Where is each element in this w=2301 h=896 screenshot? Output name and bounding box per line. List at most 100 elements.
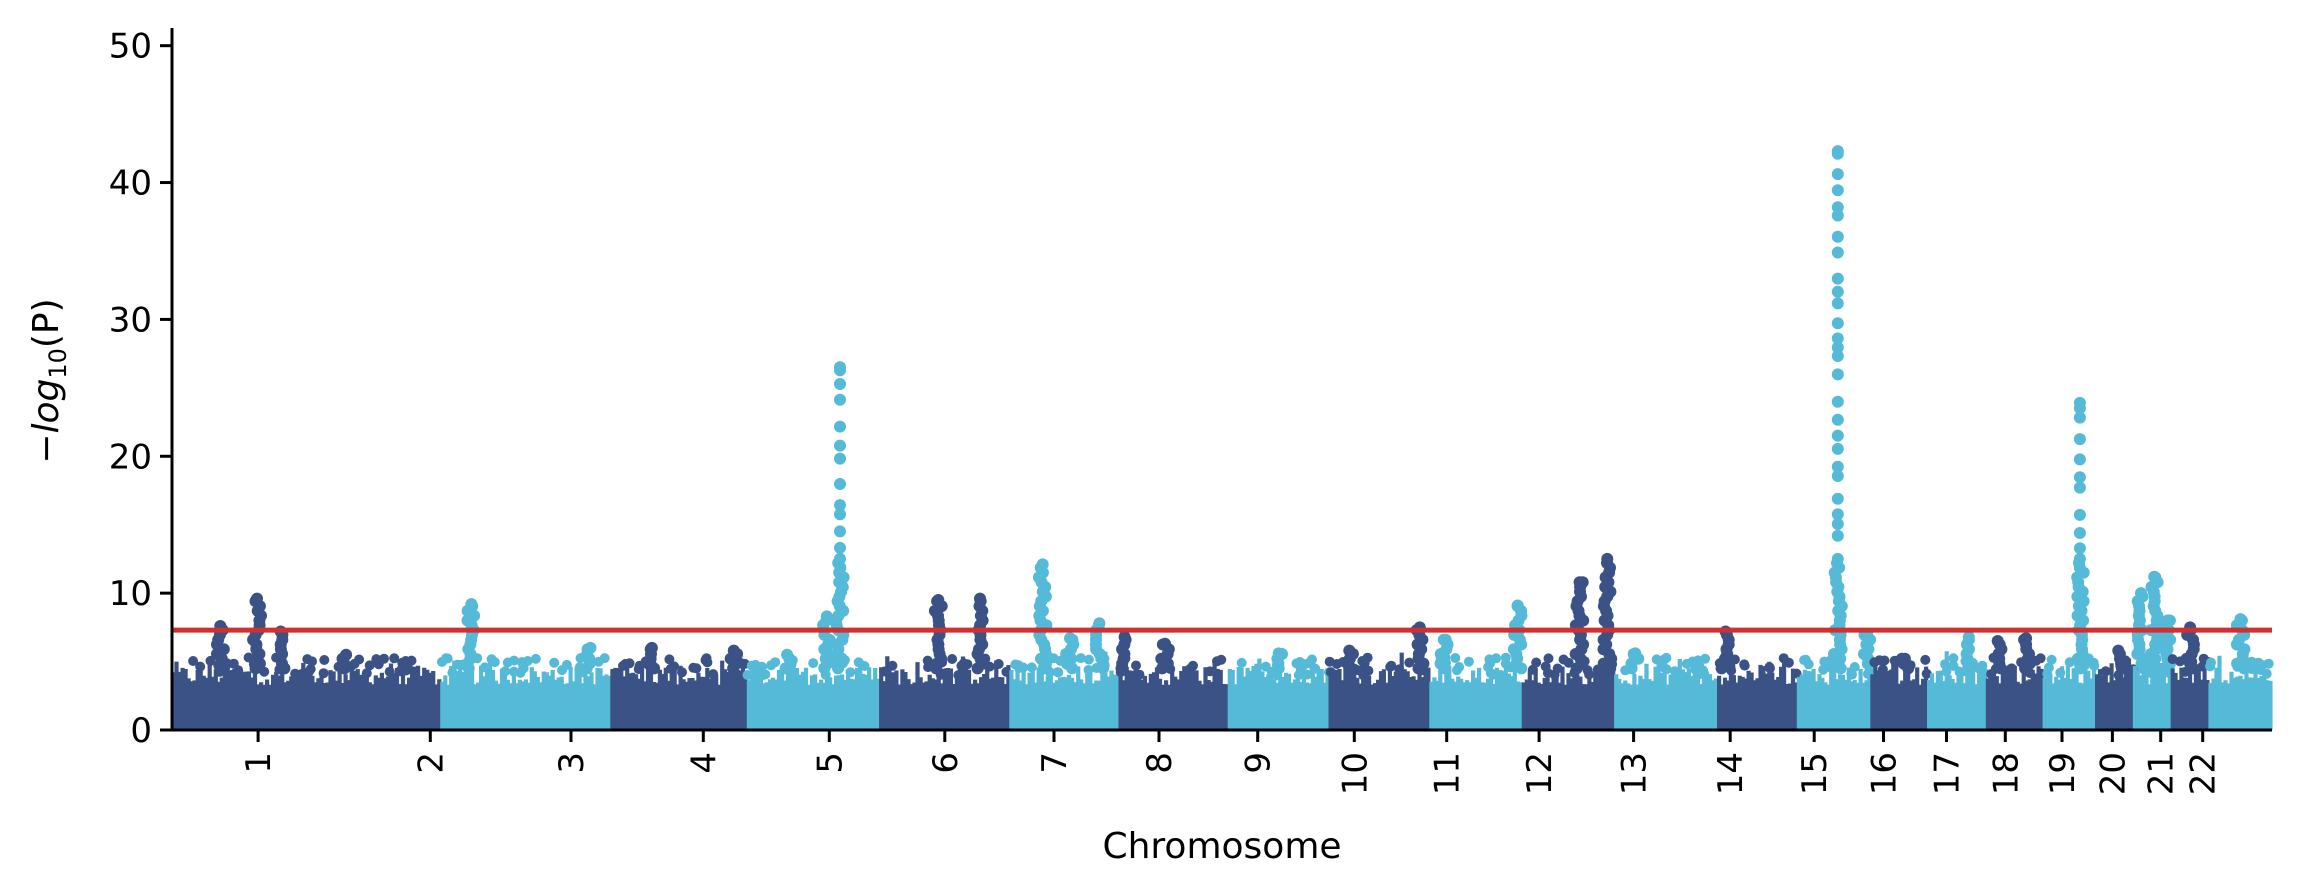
x-axis-label: Chromosome — [1102, 826, 1341, 867]
data-point — [1485, 658, 1496, 669]
data-point — [1661, 664, 1672, 675]
data-point — [1001, 666, 1012, 677]
data-point — [530, 653, 541, 664]
y-tick-label: 40 — [109, 164, 152, 204]
data-point — [361, 668, 372, 679]
chromosome-points-11 — [1429, 599, 1528, 730]
chromosome-points-4 — [610, 641, 750, 730]
x-tick-label: 17 — [1928, 752, 1968, 795]
data-point — [1831, 341, 1844, 354]
data-point — [1874, 655, 1885, 666]
chromosome-points-8 — [1115, 630, 1229, 730]
peak-point — [974, 592, 986, 605]
data-point — [834, 541, 846, 554]
x-ticks: 1 2 3 4 5 6 7 8 9 10 11 12 13 14 15 16 17 18 19 20 21 22 — [239, 730, 2224, 795]
x-tick-label: 14 — [1711, 752, 1751, 795]
peak-point — [2020, 632, 2033, 645]
data-point — [834, 499, 846, 512]
data-point — [758, 670, 769, 680]
chromosome-points-2 — [267, 625, 442, 730]
x-tick-label: 21 — [2142, 752, 2182, 795]
data-point — [960, 669, 971, 680]
data-point — [1948, 653, 1959, 664]
data-point — [958, 658, 969, 669]
peak-point — [1991, 635, 2004, 647]
x-tick-label: 3 — [552, 752, 592, 774]
data-point — [318, 668, 329, 679]
peak-point — [1898, 652, 1911, 665]
data-point — [1831, 230, 1844, 243]
data-point — [2042, 668, 2053, 679]
data-point — [307, 656, 317, 667]
x-tick-label: 7 — [1035, 752, 1075, 774]
peak-point — [465, 598, 478, 611]
data-point — [1495, 670, 1506, 680]
data-point — [447, 667, 458, 678]
data-point — [1831, 332, 1844, 345]
data-point — [834, 478, 846, 490]
peak-point — [1093, 617, 1106, 630]
data-point — [2073, 508, 2086, 521]
data-point — [1831, 492, 1844, 505]
y-axis-label: −log10(P) — [26, 298, 72, 463]
data-point — [1204, 666, 1215, 677]
data-point — [1986, 669, 1997, 680]
data-point — [1831, 413, 1844, 426]
peak-point — [251, 592, 263, 605]
chromosome-points-5 — [742, 361, 881, 730]
x-tick-label: 6 — [926, 752, 966, 774]
data-point — [1309, 663, 1320, 674]
peak-point — [2073, 396, 2086, 409]
data-point — [1831, 368, 1844, 381]
peak-point — [2161, 614, 2174, 627]
peak-point — [1159, 637, 1171, 650]
data-point — [922, 655, 933, 666]
data-point — [1778, 653, 1789, 664]
x-tick-label: 9 — [1239, 752, 1279, 774]
data-point — [2197, 661, 2208, 672]
data-point — [1948, 660, 1959, 671]
data-point — [834, 439, 846, 452]
data-point — [1739, 659, 1750, 670]
data-point — [1831, 168, 1844, 181]
x-tick-label: 20 — [2093, 752, 2133, 795]
data-point — [1026, 662, 1037, 673]
data-point — [500, 666, 511, 677]
data-point — [195, 661, 206, 672]
data-point — [2205, 661, 2216, 672]
chromosome-points-3 — [437, 598, 612, 730]
peak-point — [1629, 647, 1642, 660]
data-point — [620, 658, 631, 669]
data-point — [2073, 542, 2086, 555]
peak-point — [1118, 630, 1131, 643]
data-point — [746, 660, 757, 671]
x-tick-label: 4 — [684, 752, 724, 774]
data-point — [700, 655, 711, 666]
data-point — [859, 661, 870, 671]
data-point — [664, 654, 675, 665]
y-tick-label: 30 — [109, 300, 152, 340]
x-tick-label: 12 — [1520, 752, 1560, 795]
data-point — [319, 655, 330, 665]
peak-point — [584, 641, 597, 654]
data-point — [1669, 666, 1680, 677]
data-point — [2089, 660, 2100, 671]
data-point — [502, 657, 513, 668]
data-point — [688, 662, 699, 673]
peak-point — [2148, 570, 2161, 583]
data-point — [834, 378, 846, 390]
chromosome-points-end — [2205, 613, 2274, 730]
data-point — [2073, 471, 2086, 484]
data-point — [1940, 659, 1950, 670]
x-tick-label: 13 — [1615, 752, 1655, 795]
chromosome-points-20 — [2095, 644, 2139, 730]
data-point — [549, 657, 560, 668]
data-point — [1083, 665, 1094, 675]
data-point — [2073, 481, 2086, 494]
peak-point — [1831, 145, 1844, 158]
data-point — [1307, 654, 1317, 665]
data-point — [1831, 429, 1844, 442]
peak-point — [1511, 599, 1524, 612]
y-tick-label: 0 — [130, 711, 152, 751]
chromosome-points-21 — [2131, 570, 2177, 730]
